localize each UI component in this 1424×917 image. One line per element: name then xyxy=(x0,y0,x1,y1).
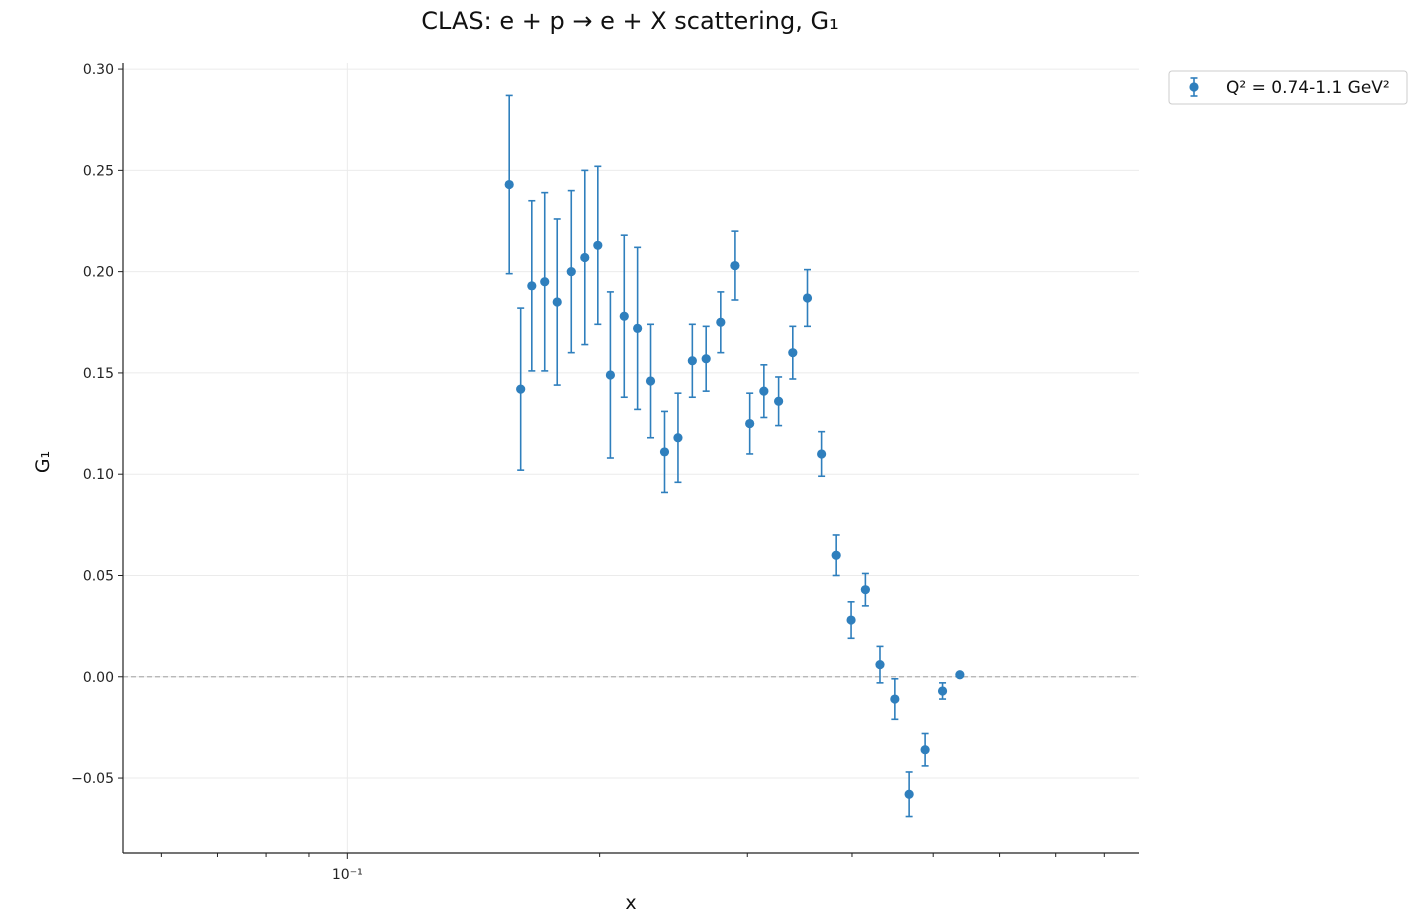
data-point xyxy=(774,396,784,406)
data-point-group xyxy=(831,534,841,577)
data-point-group xyxy=(619,234,629,399)
data-point-group xyxy=(774,376,784,427)
data-point-group xyxy=(633,246,643,411)
y-tick-label: 0.00 xyxy=(83,670,114,686)
data-point-group xyxy=(890,677,900,721)
data-point-group xyxy=(759,364,769,419)
data-point-group xyxy=(645,323,656,439)
data-point-group xyxy=(955,670,965,680)
legend-marker xyxy=(1189,77,1199,97)
y-tick-label: 0.05 xyxy=(83,568,114,584)
data-point xyxy=(716,317,726,327)
data-point xyxy=(540,277,550,287)
data-point xyxy=(605,370,616,380)
data-point xyxy=(552,297,562,307)
data-point-group xyxy=(659,410,670,494)
data-point-group xyxy=(516,307,526,471)
data-point xyxy=(659,447,670,457)
data-point xyxy=(846,615,856,625)
data-point xyxy=(860,585,870,595)
y-tick-label: 0.20 xyxy=(83,265,114,281)
grid-layer xyxy=(123,63,1139,853)
data-point-group xyxy=(687,323,697,399)
data-point-group xyxy=(875,645,885,684)
y-tick-label: 0.10 xyxy=(83,467,114,483)
data-point xyxy=(802,293,813,303)
data-point-group xyxy=(540,191,550,372)
axes-layer xyxy=(122,63,1139,854)
data-point-group xyxy=(605,291,616,459)
legend-entry-label: Q² = 0.74-1.1 GeV² xyxy=(1226,78,1390,98)
legend-frame xyxy=(1168,70,1408,105)
data-point xyxy=(580,252,590,263)
data-point-group xyxy=(860,572,870,607)
data-point-group xyxy=(673,392,683,484)
data-point-group xyxy=(701,325,711,392)
data-point-group xyxy=(566,189,576,354)
data-point xyxy=(701,354,711,364)
legend-point xyxy=(1189,82,1199,92)
data-point-group xyxy=(730,230,740,301)
data-point xyxy=(745,418,755,429)
data-point xyxy=(527,281,537,291)
data-point-group xyxy=(846,601,856,640)
y-tick-label: 0.30 xyxy=(83,62,114,78)
y-tick-label: 0.25 xyxy=(83,163,114,179)
data-point xyxy=(673,433,683,443)
y-tick-label: 0.15 xyxy=(83,366,114,382)
data-point-group xyxy=(504,94,514,275)
y-axis-label: G₁ xyxy=(32,451,54,473)
data-point xyxy=(955,670,965,680)
data-point xyxy=(687,356,697,366)
data-point-group xyxy=(593,165,603,326)
data-point xyxy=(890,694,900,704)
data-point xyxy=(831,550,841,560)
x-axis-label: x xyxy=(625,892,636,914)
data-point-group xyxy=(580,169,590,346)
data-point-group xyxy=(788,325,798,380)
data-point xyxy=(920,745,930,755)
data-point xyxy=(788,348,798,358)
data-marks-layer xyxy=(504,94,965,818)
data-point-group xyxy=(716,291,726,354)
data-point-group xyxy=(904,771,914,818)
data-point xyxy=(504,179,514,190)
legend: Q² = 0.74-1.1 GeV² xyxy=(1168,70,1408,105)
data-point-group xyxy=(527,199,537,372)
data-point xyxy=(593,240,603,250)
data-point xyxy=(937,686,948,696)
chart-title: CLAS: e + p → e + X scattering, G₁ xyxy=(421,7,838,35)
x-tick-label: 10⁻¹ xyxy=(332,867,363,883)
data-point xyxy=(817,449,827,459)
data-point-group xyxy=(802,268,813,328)
data-point-group xyxy=(937,682,948,700)
data-point xyxy=(645,376,656,386)
data-point-group xyxy=(920,732,930,767)
data-point-group xyxy=(745,392,755,455)
data-point xyxy=(759,386,769,396)
data-point xyxy=(875,660,885,670)
y-tick-label: −0.05 xyxy=(71,771,114,787)
data-point xyxy=(516,384,526,394)
data-point-group xyxy=(817,430,827,478)
ticks-layer: −0.05 0.00 0.05 0.10 0.15 0.20 0.25 0.30 10⁻¹ xyxy=(71,62,1105,883)
data-point-group xyxy=(552,218,562,386)
data-point xyxy=(904,789,914,799)
data-point xyxy=(566,267,576,277)
data-point xyxy=(730,260,740,271)
data-point xyxy=(619,311,629,321)
data-point xyxy=(633,323,643,333)
